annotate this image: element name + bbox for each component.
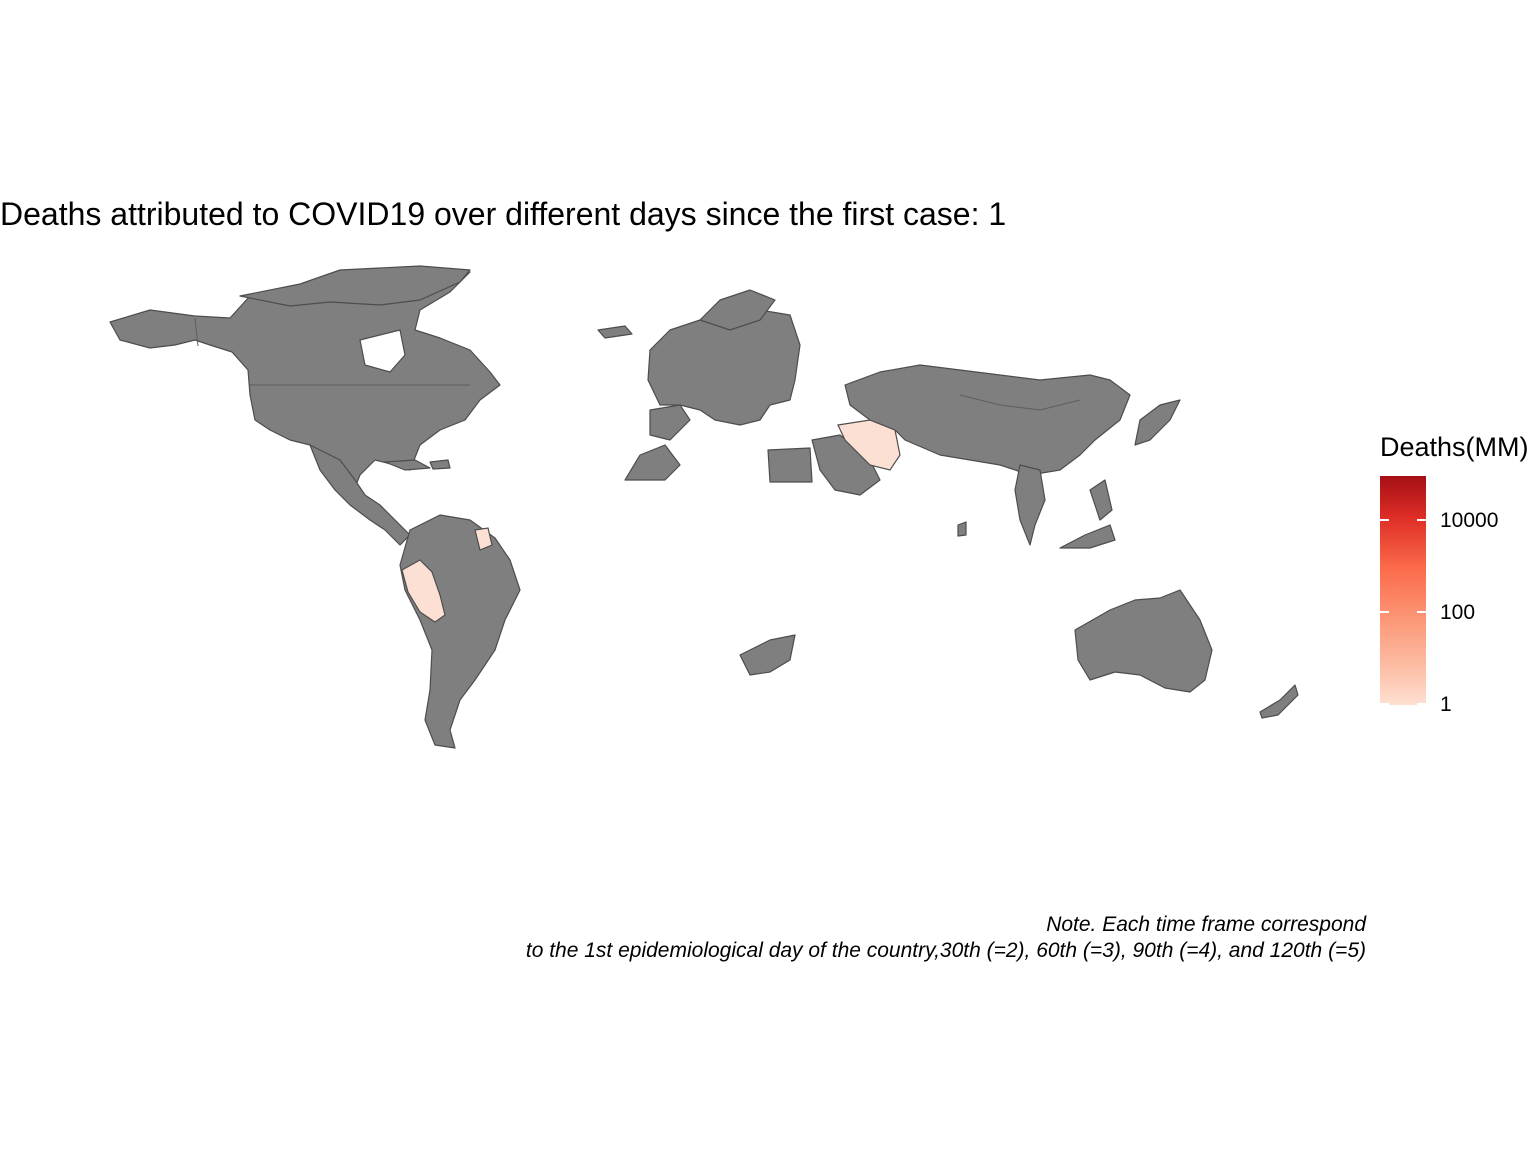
region-new-zealand bbox=[1259, 684, 1299, 719]
region-greenland bbox=[239, 265, 471, 307]
region-australia bbox=[1074, 589, 1213, 693]
legend-label-1: 1 bbox=[1440, 693, 1452, 716]
caption-line-1: Note. Each time frame correspond bbox=[1046, 913, 1366, 936]
region-egypt bbox=[767, 447, 813, 483]
legend-color-bar bbox=[1380, 476, 1426, 705]
region-hudson-outline bbox=[359, 329, 406, 373]
region-philippines bbox=[1089, 479, 1113, 521]
caption-note: Note. Each time frame correspond to the … bbox=[526, 912, 1366, 964]
region-indonesia bbox=[1059, 524, 1116, 549]
region-peru bbox=[401, 559, 446, 623]
map-title: Deaths attributed to COVID19 over differ… bbox=[0, 196, 1007, 232]
region-south-america bbox=[399, 514, 521, 749]
region-south-africa bbox=[739, 634, 796, 676]
region-hispaniola bbox=[429, 459, 451, 470]
caption-line-2: to the 1st epidemiological day of the co… bbox=[525, 939, 1366, 962]
region-japan bbox=[1134, 399, 1181, 446]
region-iberia bbox=[649, 404, 691, 441]
legend-label-100: 100 bbox=[1440, 601, 1476, 624]
region-iceland bbox=[597, 325, 633, 339]
region-sri-lanka bbox=[957, 521, 967, 537]
region-cuba bbox=[384, 459, 431, 471]
legend-title: Deaths(MM) bbox=[1380, 432, 1529, 462]
region-central-america bbox=[309, 444, 411, 546]
legend-label-10000: 10000 bbox=[1440, 509, 1499, 532]
region-southeast-asia bbox=[1014, 464, 1046, 546]
region-guyana bbox=[474, 527, 493, 551]
region-asia bbox=[844, 364, 1131, 476]
region-scandinavia bbox=[699, 289, 776, 331]
region-north-africa bbox=[624, 444, 681, 481]
